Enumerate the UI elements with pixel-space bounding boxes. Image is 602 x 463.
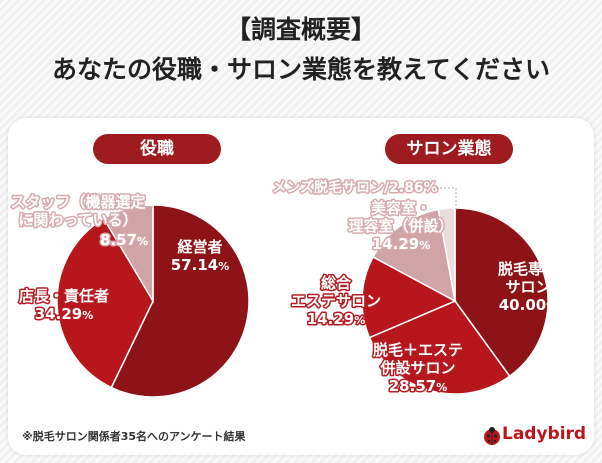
pie2-label-2: 総合エステサロン 14.29% bbox=[291, 274, 381, 328]
pie-labels: 経営者 57.14% 店長・責任者 34.29% スタッフ（機器選定に関わっている） 8.… bbox=[9, 178, 558, 397]
pie2-label-1: 脱毛＋エステ併設サロン 28.57% bbox=[373, 341, 463, 395]
brand-name: Ladybird bbox=[502, 424, 587, 444]
pie2-slice-3 bbox=[372, 208, 457, 303]
pie1-label-0: 経営者 57.14% bbox=[171, 238, 229, 274]
pie1-label-2-value: 8.57% bbox=[100, 231, 148, 249]
ladybug-icon bbox=[484, 427, 500, 445]
pie2-slice-2 bbox=[361, 255, 457, 339]
pie2-slice-1 bbox=[368, 300, 511, 395]
pie2 bbox=[361, 207, 549, 395]
page-title-line2: あなたの役職・サロン業態を教えてください bbox=[51, 55, 550, 84]
pie2-label-0: 脱毛専門サロン 40.00% bbox=[498, 260, 558, 314]
pie2-title: サロン業態 bbox=[385, 134, 513, 164]
pie1-slice-0 bbox=[110, 204, 250, 398]
ladybird-logo: Ladybird bbox=[482, 422, 592, 448]
pie2-leader-line bbox=[436, 187, 457, 210]
pie1-label-1: 店長・責任者 34.29% bbox=[19, 287, 109, 323]
pie2-slice-4 bbox=[437, 207, 456, 302]
pie1-label-2-text: スタッフ（機器選定に関わっている） bbox=[10, 193, 145, 229]
pie2-label-4: メンズ脱毛サロン/2.86% bbox=[272, 179, 437, 196]
page-title-line1: 【調査概要】 bbox=[225, 15, 376, 44]
pie2-label-3: 美容室・理容室（併設） 14.29% bbox=[348, 199, 453, 253]
footnote: ※脱毛サロン関係者35名へのアンケート結果 bbox=[22, 430, 246, 443]
pie2-slice-0 bbox=[454, 207, 549, 378]
pie1-slice-1 bbox=[56, 217, 154, 389]
pie1-slice-2 bbox=[102, 204, 154, 304]
pie1 bbox=[56, 204, 250, 398]
pie1-title: 役職 bbox=[93, 134, 221, 164]
